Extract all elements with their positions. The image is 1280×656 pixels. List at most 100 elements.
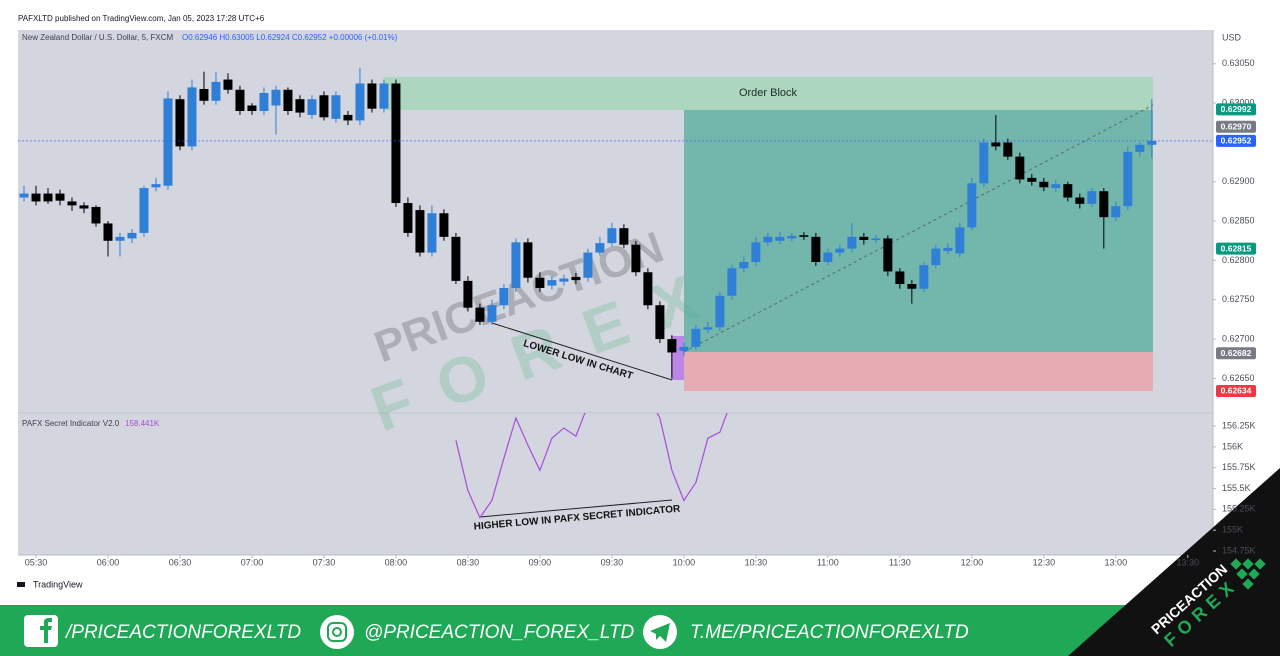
x-tick-label: 11:00 — [817, 557, 839, 567]
candle-body — [283, 89, 293, 112]
candle-body — [199, 88, 209, 101]
candle-body — [1027, 177, 1037, 182]
candle-body — [1063, 184, 1073, 198]
candle-body — [367, 83, 377, 109]
candle-body — [955, 227, 965, 254]
order-block-label: Order Block — [739, 87, 798, 99]
x-tick-label: 10:30 — [745, 557, 768, 567]
x-tick-label: 05:30 — [25, 557, 48, 567]
candle-body — [271, 89, 281, 106]
candle-body — [823, 252, 833, 263]
x-tick-label: 09:30 — [601, 557, 624, 567]
telegram-handle[interactable]: T.ME/PRICEACTIONFOREXLTD — [690, 622, 969, 643]
y-tick-label: 0.63050 — [1222, 58, 1255, 68]
stop-zone — [684, 352, 1153, 391]
candle-body — [607, 228, 617, 244]
price-badge — [1216, 242, 1256, 255]
instagram-handle[interactable]: @PRICEACTION_FOREX_LTD — [364, 622, 634, 643]
candle-body — [475, 307, 485, 322]
candle-body — [775, 236, 785, 241]
candle-body — [715, 295, 725, 328]
telegram-glyph — [650, 623, 670, 642]
x-tick-label: 13:00 — [1105, 557, 1128, 567]
target-zone — [684, 110, 1153, 352]
price-badge — [1216, 134, 1256, 147]
candle-body — [751, 242, 761, 263]
trend-line — [683, 104, 1154, 353]
candle-body — [439, 213, 449, 237]
price-badge-label: 0.62992 — [1221, 104, 1252, 114]
candle-body — [331, 95, 341, 119]
candle-body — [343, 114, 353, 121]
candle-body — [799, 235, 809, 237]
indicator-y-tick-label: 155K — [1222, 525, 1243, 535]
candle-body — [1111, 206, 1121, 218]
candle-body — [235, 89, 245, 112]
x-tick-label: 09:00 — [529, 557, 552, 567]
candle-body — [667, 339, 677, 353]
candle-body — [247, 105, 257, 112]
candle-body — [763, 236, 773, 243]
published-text: PAFXLTD published on TradingView.com, Ja… — [18, 14, 265, 23]
candle-body — [727, 268, 737, 296]
candle-body — [991, 142, 1001, 147]
candle-body — [703, 327, 713, 330]
candle-body — [403, 203, 413, 233]
candle-body — [1087, 191, 1097, 204]
candle-body — [55, 193, 65, 201]
brand-icon — [17, 582, 25, 587]
candle-body — [355, 83, 365, 121]
candle-body — [1135, 144, 1145, 152]
y-tick-label: 0.62700 — [1222, 333, 1255, 343]
candle-body — [91, 206, 101, 224]
candle-body — [307, 99, 317, 115]
order-block-zone — [384, 77, 1153, 110]
instagram-glyph — [327, 622, 347, 642]
candle-body — [895, 271, 905, 285]
candle-body — [571, 276, 581, 281]
candle-body — [487, 305, 497, 322]
indicator-y-tick-label: 156K — [1222, 441, 1243, 451]
candle-body — [31, 193, 41, 202]
x-tick-label: 08:00 — [385, 557, 408, 567]
y-tick-label: 0.62650 — [1222, 373, 1255, 383]
price-badge-label: 0.62952 — [1221, 136, 1252, 146]
x-tick-label: 06:00 — [97, 557, 120, 567]
candle-body — [1003, 142, 1013, 157]
price-badge-label: 0.62682 — [1221, 348, 1252, 358]
candle-body — [643, 272, 653, 306]
candle-body — [1099, 191, 1109, 218]
candle-body — [19, 193, 29, 198]
x-tick-label: 07:00 — [241, 557, 264, 567]
indicator-y-tick-label: 156.25K — [1222, 420, 1256, 430]
candle-body — [163, 98, 173, 186]
candle-body — [211, 81, 221, 101]
candle-body — [967, 183, 977, 228]
candle-body — [463, 280, 473, 308]
price-badge — [1216, 120, 1256, 133]
candle-body — [859, 236, 869, 240]
candle-body — [43, 193, 53, 202]
price-badge-label: 0.62970 — [1221, 121, 1252, 131]
indicator-line — [455, 413, 728, 519]
candle-body — [595, 243, 605, 253]
indicator-y-tick-label: 154.75K — [1222, 545, 1256, 555]
indicator-y-tick-label: 155.75K — [1222, 462, 1256, 472]
candle-body — [919, 265, 929, 289]
candle-body — [175, 99, 185, 147]
candle-body — [883, 238, 893, 272]
x-tick-label: 10:00 — [673, 557, 696, 567]
candle-body — [847, 236, 857, 249]
x-tick-label: 11:30 — [889, 557, 911, 567]
x-tick-label: 12:00 — [961, 557, 984, 567]
lower-low-line — [491, 322, 673, 381]
price-badge — [1216, 347, 1256, 360]
candle-body — [1039, 181, 1049, 188]
x-tick-label: 07:30 — [313, 557, 336, 567]
symbol: New Zealand Dollar / U.S. Dollar, 5, FXC… — [22, 33, 173, 42]
candle-body — [223, 79, 233, 90]
facebook-handle[interactable]: /PRICEACTIONFOREXLTD — [64, 622, 301, 643]
y-tick-label: 0.62850 — [1222, 215, 1255, 225]
ohlc: O0.62946 H0.63005 L0.62924 C0.62952 +0.0… — [182, 33, 398, 42]
